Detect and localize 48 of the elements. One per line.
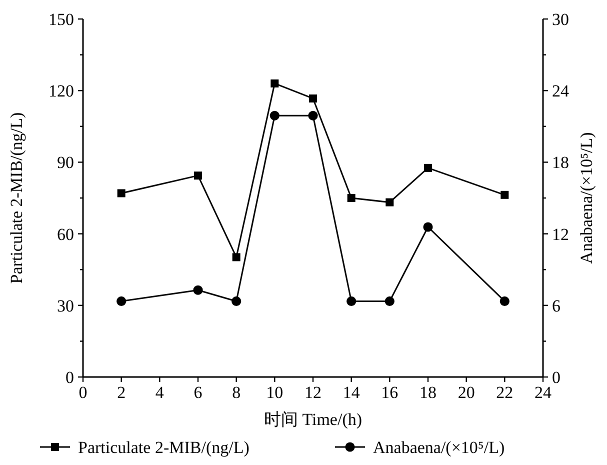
y-tick-label: 30 — [57, 296, 74, 316]
point — [500, 296, 510, 306]
point — [232, 253, 240, 262]
x-tick-label: 14 — [342, 383, 360, 402]
x-axis-title: 时间 Time/(h) — [264, 410, 362, 429]
y2-tick-label: 24 — [552, 82, 570, 101]
point — [270, 110, 280, 120]
point — [346, 296, 356, 306]
point — [309, 94, 317, 102]
y2-tick-label: 30 — [552, 10, 569, 29]
point — [347, 194, 356, 202]
x-tick-label: 12 — [304, 383, 322, 402]
x-tick-label: 6 — [194, 383, 202, 402]
x-tick-label: 24 — [534, 383, 552, 402]
x-tick-label: 18 — [420, 383, 436, 402]
point — [423, 222, 433, 232]
x-tick-label: 10 — [266, 383, 284, 402]
point — [384, 296, 394, 306]
x-tick-label: 2 — [117, 383, 126, 402]
y-tick-label: 150 — [48, 10, 74, 29]
point — [386, 198, 394, 206]
x-tick-label: 20 — [458, 383, 475, 402]
y-tick-label: 0 — [66, 368, 74, 387]
y-tick-label: 90 — [57, 153, 74, 172]
point — [116, 296, 126, 306]
x-tick-label: 16 — [381, 383, 398, 402]
point — [117, 189, 126, 198]
y2-axis-title: Anabaena/(×10⁵/L) — [577, 132, 596, 264]
x-tick-label: 0 — [78, 383, 88, 402]
y2-tick-label: 6 — [552, 296, 560, 316]
legend-label: Anabaena/(×10⁵/L) — [373, 438, 505, 457]
legend-label: Particulate 2-MIB/(ng/L) — [78, 438, 250, 457]
y-axis-title: Particulate 2-MIB/(ng/L) — [7, 112, 26, 284]
point — [270, 79, 279, 88]
x-tick-label: 22 — [496, 383, 514, 402]
point — [193, 285, 203, 295]
point — [500, 190, 509, 199]
y2-tick-label: 18 — [552, 153, 569, 172]
y-tick-label: 120 — [48, 82, 74, 101]
point — [232, 296, 242, 306]
point — [308, 110, 318, 120]
y-tick-label: 60 — [57, 224, 74, 244]
x-tick-label: 4 — [155, 383, 164, 402]
point — [194, 172, 202, 180]
point — [424, 164, 432, 172]
y2-tick-label: 0 — [552, 368, 560, 387]
y2-tick-label: 12 — [552, 224, 569, 244]
x-tick-label: 8 — [232, 383, 241, 402]
